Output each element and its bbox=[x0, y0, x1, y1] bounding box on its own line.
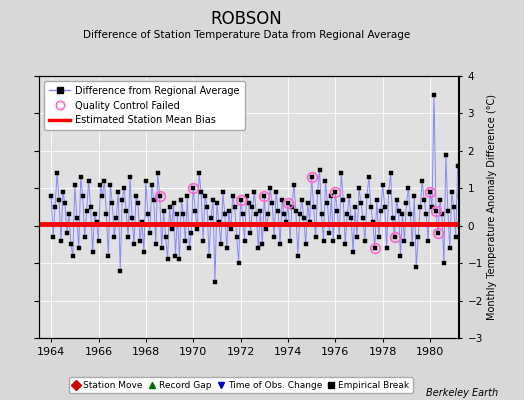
Text: Berkeley Earth: Berkeley Earth bbox=[425, 388, 498, 398]
Y-axis label: Monthly Temperature Anomaly Difference (°C): Monthly Temperature Anomaly Difference (… bbox=[487, 94, 497, 320]
Legend: Station Move, Record Gap, Time of Obs. Change, Empirical Break: Station Move, Record Gap, Time of Obs. C… bbox=[69, 377, 413, 394]
Legend: Difference from Regional Average, Quality Control Failed, Estimated Station Mean: Difference from Regional Average, Qualit… bbox=[44, 81, 245, 130]
Text: Difference of Station Temperature Data from Regional Average: Difference of Station Temperature Data f… bbox=[83, 30, 410, 40]
Text: ROBSON: ROBSON bbox=[211, 10, 282, 28]
